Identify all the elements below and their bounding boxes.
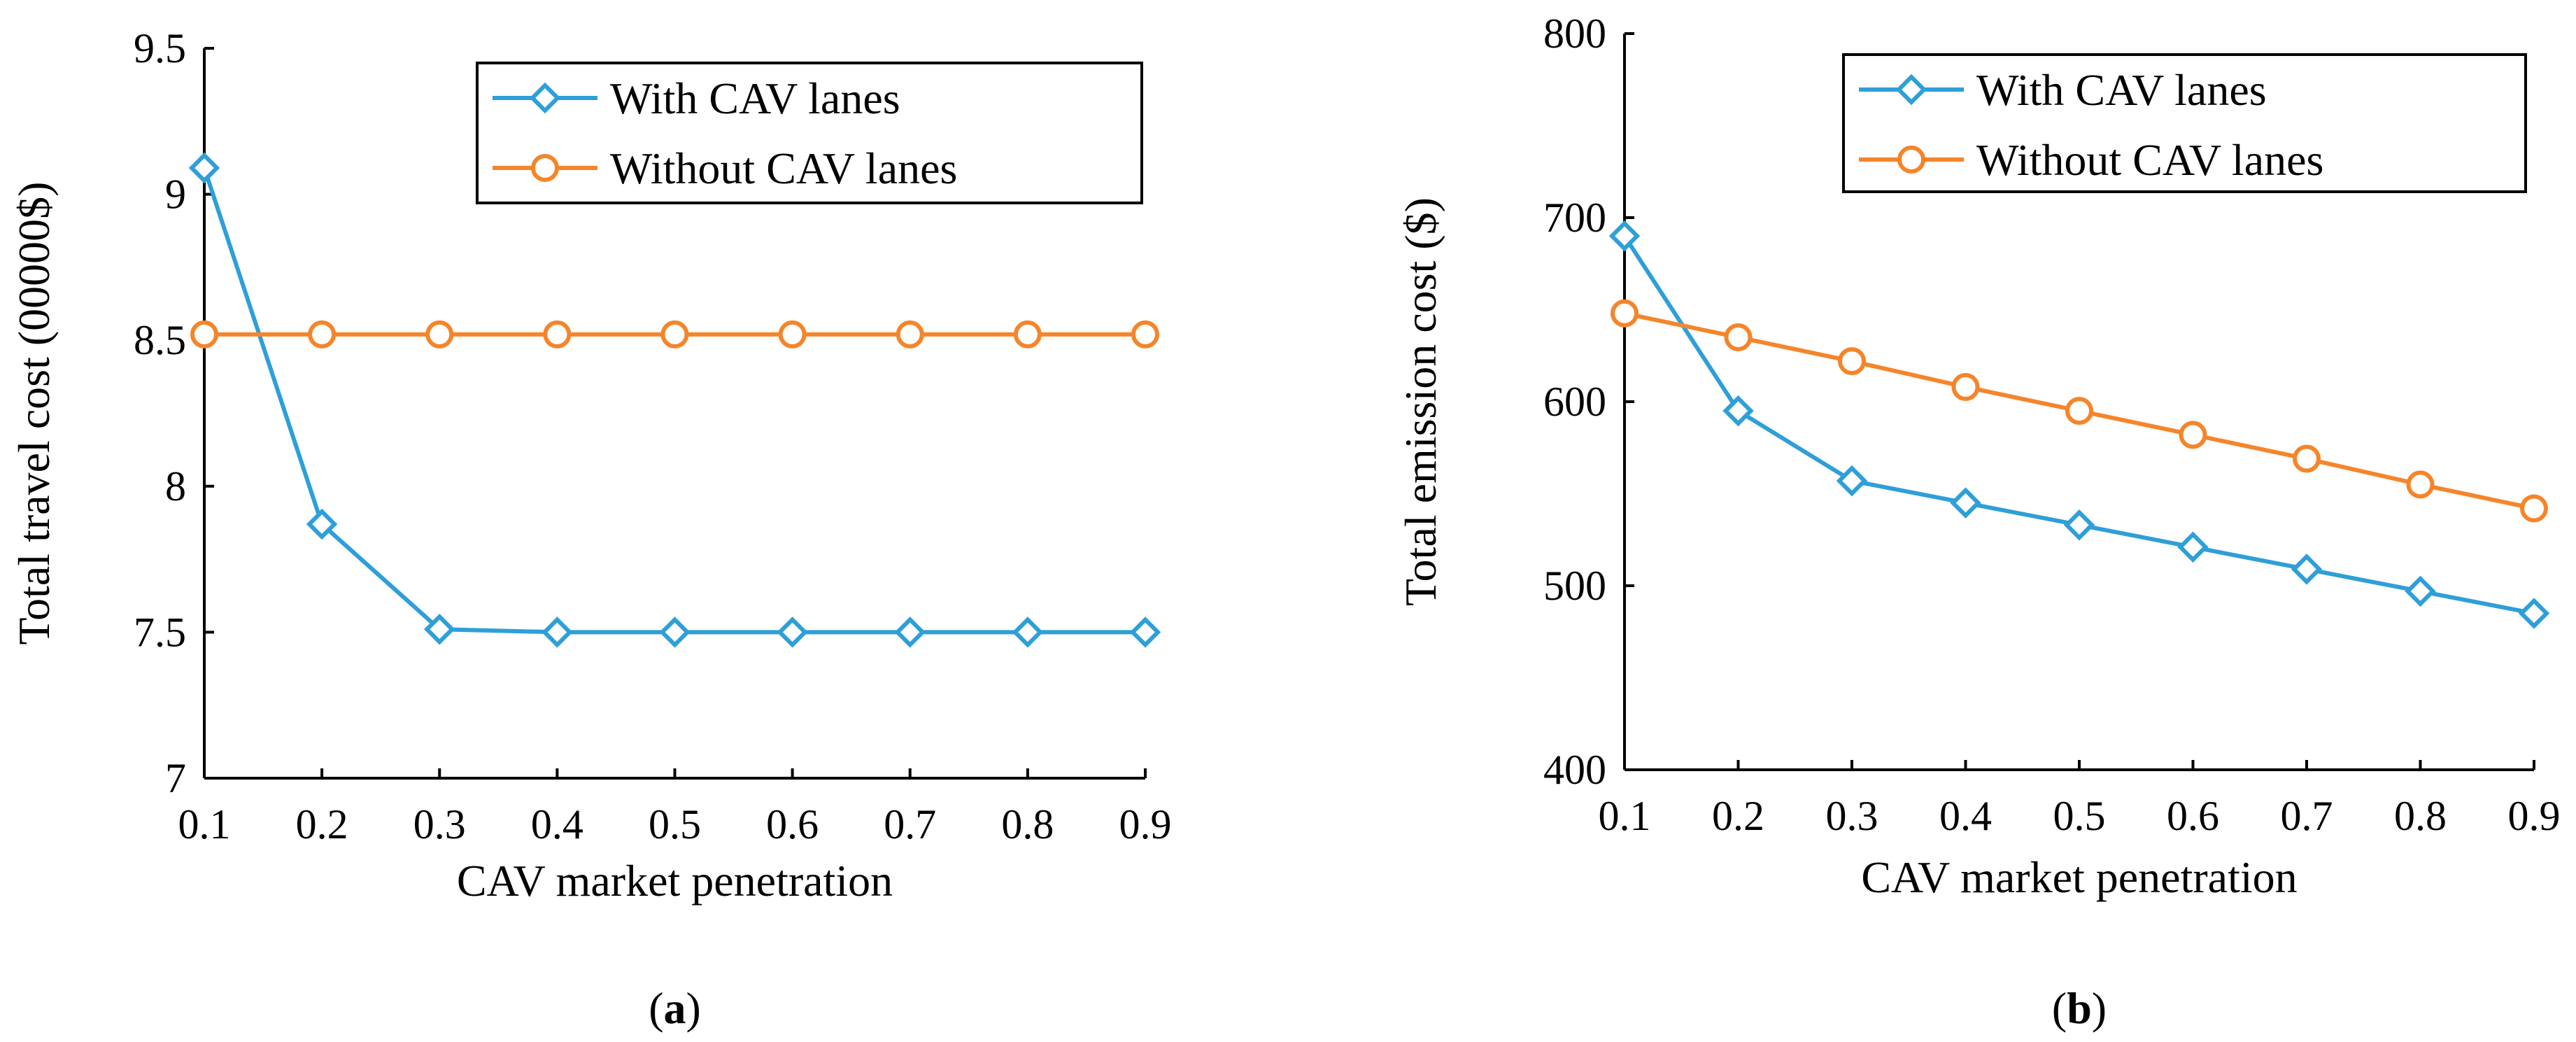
data-point [2405,575,2436,607]
x-tick-label: 0.8 [1001,801,1054,847]
panel-label: (a) [649,983,701,1033]
x-tick-label: 0.1 [1599,793,1651,839]
data-point [1608,220,1641,252]
data-point [1724,323,1753,351]
data-point [659,617,691,648]
legend-box [476,62,1143,204]
data-point [1951,372,1980,401]
y-axis-title: Total emission cost ($) [1396,197,1445,606]
y-tick-label: 8.5 [134,317,186,363]
chart-panel-a: 7 7.5 8 8.5 9 9.5 0.1 0.2 0.3 0.4 0.5 0.6 0.7 0.8 0.9 C… [9,25,1172,1033]
y-tick-label: 7 [165,755,186,801]
legend-marker [529,82,561,114]
data-point [543,320,572,348]
panel-label-close: ) [2092,983,2107,1033]
x-tick-label: 0.6 [2167,793,2219,839]
data-point [1836,465,1868,497]
panel-label: (b) [2052,983,2107,1033]
data-point [308,320,337,348]
y-axis-title: Total travel cost (00000$) [9,182,59,645]
data-point [1013,320,1042,348]
legend: With CAV lanes Without CAV lanes [1842,53,2527,193]
data-point [2065,397,2093,425]
y-tick-label: 8 [165,463,186,509]
data-point [542,617,573,648]
x-tick-label: 0.6 [766,801,819,847]
legend-label: With CAV lanes [610,73,900,123]
y-tick-label: 500 [1543,563,1606,609]
chart-panel-b: 400 500 600 700 800 0.1 0.2 0.3 0.4 0.5 0.6 0.7 0.8 0… [1396,10,2561,1033]
y-tick-label: 9 [165,171,186,218]
y-tick-label: 9.5 [134,25,186,71]
data-point [2406,470,2435,499]
panel-label-letter: a [664,983,686,1033]
data-point [2179,421,2207,449]
legend-marker [1895,73,1927,106]
x-tick-label: 0.7 [884,801,936,847]
legend-marker [531,154,559,182]
x-tick-label: 0.3 [1826,793,1878,839]
legend-label: Without CAV lanes [1976,135,2323,185]
data-point [1611,299,1639,328]
data-point [188,152,220,184]
data-point [2177,531,2209,563]
data-point [2518,598,2550,629]
x-tick-label: 0.9 [1119,801,1172,847]
data-point [894,617,926,648]
data-point [2520,494,2548,523]
y-tick-label: 400 [1543,747,1606,793]
data-point [1129,617,1161,648]
data-point [1012,617,1044,648]
panel-label-letter: b [2067,983,2092,1033]
data-point [778,320,807,348]
data-point [306,508,338,540]
panel-label-close: ) [686,983,701,1033]
x-tick-label: 0.5 [649,801,701,847]
x-tick-label: 0.5 [2053,793,2106,839]
x-tick-label: 0.8 [2394,793,2447,839]
x-tick-label: 0.7 [2281,793,2333,839]
x-axis-title: CAV market penetration [1861,852,2297,902]
y-tick-label: 700 [1543,195,1606,241]
data-point [2291,554,2323,585]
legend-label: Without CAV lanes [610,143,957,193]
legend-marker [1897,146,1925,174]
series-line-0 [202,167,1145,635]
data-point [190,320,218,348]
data-point [2063,509,2095,541]
y-tick-label: 7.5 [134,609,186,655]
data-point [1838,347,1866,376]
x-tick-label: 0.2 [1712,793,1764,839]
x-tick-label: 0.4 [1939,793,1992,839]
data-point [2293,444,2321,473]
panel-label-open: ( [649,983,663,1033]
x-tick-label: 0.4 [531,801,583,847]
data-point [1722,395,1754,427]
data-point [424,613,455,645]
data-point [1950,487,1981,519]
legend-label: With CAV lanes [1976,65,2267,115]
y-tick-label: 800 [1543,10,1606,57]
x-tick-label: 0.3 [413,801,466,847]
legend-box [1842,53,2527,193]
data-point [777,617,808,648]
data-point [1131,320,1159,348]
data-point [660,320,689,348]
x-tick-label: 0.9 [2508,793,2561,839]
legend: With CAV lanes Without CAV lanes [476,62,1143,204]
x-tick-label: 0.1 [178,801,231,847]
panel-label-open: ( [2052,983,2067,1033]
y-tick-label: 600 [1543,379,1606,425]
x-tick-label: 0.2 [296,801,348,847]
x-axis-title: CAV market penetration [457,856,893,906]
data-point [425,320,454,348]
data-point [896,320,924,348]
